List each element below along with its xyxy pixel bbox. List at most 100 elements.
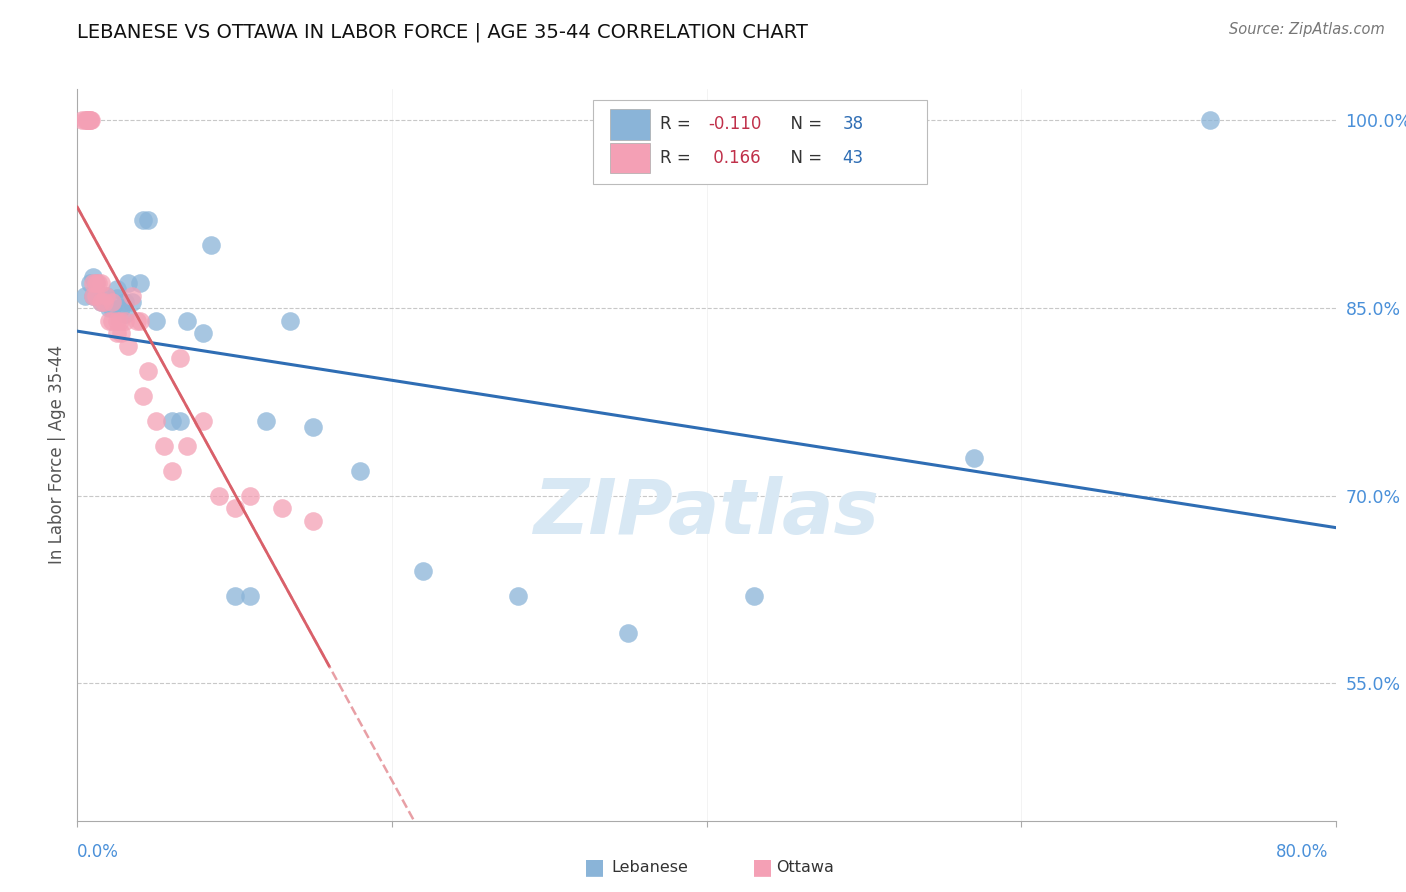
Point (82, 288, 104, 302)
Text: ■: ■ (752, 857, 773, 877)
Point (278, 313, 301, 327)
FancyBboxPatch shape (610, 109, 650, 140)
Point (82, 276, 104, 290)
Point (121, 288, 143, 302)
Point (302, 419, 325, 434)
Point (117, 338, 139, 352)
Point (97, 313, 120, 327)
Point (75, 113, 97, 128)
Point (191, 413, 215, 427)
Text: 38: 38 (842, 115, 863, 133)
Point (506, 589, 529, 603)
Point (84, 288, 107, 302)
Point (80, 113, 103, 128)
Text: N =: N = (779, 115, 827, 133)
Text: -0.110: -0.110 (707, 115, 761, 133)
Point (224, 589, 246, 603)
Point (127, 313, 149, 327)
Text: Ottawa: Ottawa (776, 860, 834, 874)
Point (117, 276, 139, 290)
Point (114, 313, 136, 327)
Point (82, 288, 104, 302)
Point (101, 301, 124, 315)
Point (132, 213, 155, 227)
Point (239, 589, 262, 603)
Point (412, 564, 434, 578)
Point (136, 213, 159, 227)
Point (105, 291, 128, 305)
Text: R =: R = (659, 149, 696, 167)
Point (87, 276, 110, 290)
Text: Lebanese: Lebanese (612, 860, 689, 874)
Point (191, 326, 215, 340)
Text: ■: ■ (583, 857, 605, 877)
Point (79, 113, 101, 128)
Point (349, 464, 371, 478)
Point (110, 301, 132, 315)
Point (110, 326, 132, 340)
Point (90, 294, 112, 309)
Point (121, 294, 143, 309)
FancyBboxPatch shape (610, 143, 650, 173)
Point (129, 276, 152, 290)
Text: 0.0%: 0.0% (77, 843, 120, 861)
Text: 0.166: 0.166 (707, 149, 761, 167)
Point (617, 626, 640, 640)
Point (76, 113, 98, 128)
Point (77, 113, 100, 128)
Point (169, 413, 191, 427)
Point (101, 313, 124, 327)
Point (79, 276, 101, 290)
Y-axis label: In Labor Force | Age 35-44: In Labor Force | Age 35-44 (48, 345, 66, 565)
Point (176, 438, 198, 452)
Point (93, 294, 115, 309)
Point (97, 301, 120, 315)
Text: LEBANESE VS OTTAWA IN LABOR FORCE | AGE 35-44 CORRELATION CHART: LEBANESE VS OTTAWA IN LABOR FORCE | AGE … (77, 22, 808, 42)
Point (105, 282, 128, 296)
Point (224, 501, 246, 516)
Point (169, 351, 191, 365)
Point (90, 276, 112, 290)
Point (963, 451, 986, 466)
Point (75, 288, 97, 302)
Text: 43: 43 (842, 149, 863, 167)
Point (145, 413, 167, 427)
Point (239, 489, 262, 503)
Point (208, 489, 231, 503)
Point (129, 313, 152, 327)
Point (136, 363, 159, 377)
Point (114, 307, 136, 321)
Point (84, 276, 107, 290)
Point (302, 514, 325, 528)
Point (176, 313, 198, 327)
Point (94, 288, 117, 302)
Text: R =: R = (659, 115, 696, 133)
Point (114, 294, 136, 309)
Point (105, 326, 128, 340)
Point (94, 288, 117, 302)
Text: Source: ZipAtlas.com: Source: ZipAtlas.com (1229, 22, 1385, 37)
Point (200, 238, 222, 252)
Point (153, 438, 176, 452)
Point (84, 276, 107, 290)
Point (79, 113, 101, 128)
Point (101, 294, 124, 309)
Point (82, 269, 104, 284)
Point (160, 464, 183, 478)
Point (76, 113, 98, 128)
Point (1198, 113, 1220, 128)
Point (270, 501, 292, 516)
Point (105, 313, 128, 327)
Text: ZIPatlas: ZIPatlas (533, 476, 880, 550)
Text: 80.0%: 80.0% (1277, 843, 1329, 861)
Point (90, 288, 112, 302)
Point (90, 294, 112, 309)
Point (160, 413, 183, 427)
Point (70, 113, 93, 128)
Point (742, 589, 765, 603)
Point (77, 113, 100, 128)
Point (108, 313, 131, 327)
Text: N =: N = (779, 149, 827, 167)
Point (132, 388, 155, 402)
Point (254, 413, 277, 427)
